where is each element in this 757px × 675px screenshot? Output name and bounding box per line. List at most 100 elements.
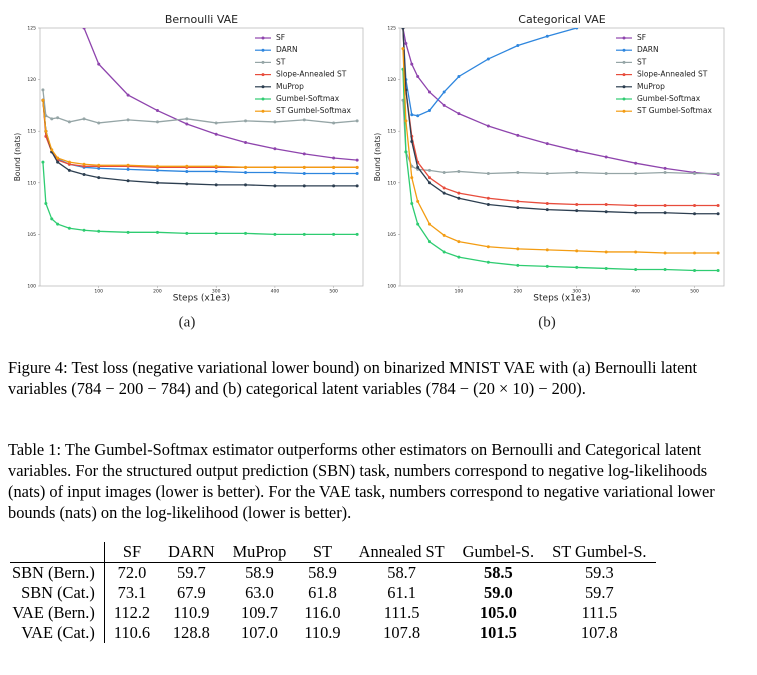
series-marker xyxy=(486,245,490,249)
column-header: Gumbel-S. xyxy=(453,542,544,563)
series-marker xyxy=(634,250,638,254)
y-tick-label: 100 xyxy=(27,284,36,290)
series-marker xyxy=(442,233,446,237)
series-marker xyxy=(442,103,446,107)
series-marker xyxy=(97,121,101,125)
table-cell: 107.8 xyxy=(383,623,421,642)
series-marker xyxy=(404,41,408,45)
series-marker xyxy=(332,121,336,125)
series-marker xyxy=(486,172,490,176)
table-cell: 58.9 xyxy=(308,563,337,582)
series-marker xyxy=(214,231,218,235)
series-marker xyxy=(50,148,54,152)
series-marker xyxy=(97,176,101,180)
series-marker xyxy=(716,172,720,176)
table-cell: 110.9 xyxy=(173,603,210,622)
series-marker xyxy=(155,230,159,234)
column-header: MuProp xyxy=(223,542,296,563)
series-marker xyxy=(332,184,336,188)
series-line xyxy=(42,100,358,168)
series-marker xyxy=(427,168,431,172)
series-marker xyxy=(634,161,638,165)
table-cell: 72.0 xyxy=(117,563,147,582)
series-marker xyxy=(185,117,189,121)
series-marker xyxy=(155,164,159,168)
series-marker xyxy=(693,251,697,255)
series-marker xyxy=(663,267,667,271)
series-marker xyxy=(416,199,420,203)
series-marker xyxy=(97,163,101,167)
legend-label: Slope-Annealed ST xyxy=(637,70,708,79)
x-tick-label: 300 xyxy=(572,289,581,295)
table-row: VAE (Bern.) 112.2 110.9 109.7 116.0 111.5 105.… xyxy=(10,603,656,623)
legend-label: Gumbel-Softmax xyxy=(276,94,340,103)
legend-marker xyxy=(261,97,265,101)
series-line xyxy=(402,69,719,272)
series-marker xyxy=(401,28,405,30)
series-marker xyxy=(126,179,130,183)
table-cell: 58.7 xyxy=(387,563,416,582)
series-marker xyxy=(693,172,697,176)
row-header: SBN (Bern.) xyxy=(10,562,105,583)
table-cell: 58.5 xyxy=(484,563,513,582)
series-marker xyxy=(332,165,336,169)
table-cell: 73.1 xyxy=(117,583,147,602)
series-marker xyxy=(410,62,414,66)
table-cell: 58.9 xyxy=(245,563,274,582)
table-cell: 105.0 xyxy=(479,603,517,622)
table-row: VAE (Cat.) 110.6 128.8 107.0 110.9 107.8 101.5… xyxy=(10,623,656,643)
series-line xyxy=(402,28,719,207)
series-group xyxy=(41,28,359,236)
series-marker xyxy=(332,232,336,236)
series-marker xyxy=(486,202,490,206)
series-marker xyxy=(41,160,45,164)
series-marker xyxy=(634,211,638,215)
column-header: ST Gumbel-S. xyxy=(543,542,656,563)
series-marker xyxy=(442,191,446,195)
series-line xyxy=(42,162,358,236)
chart-title: Categorical VAE xyxy=(518,13,605,26)
legend-label: DARN xyxy=(637,45,659,54)
table-cell: 107.8 xyxy=(580,623,618,642)
x-tick-label: 100 xyxy=(455,289,464,295)
series-marker xyxy=(56,156,60,160)
series-marker xyxy=(44,201,48,205)
table-row: SBN (Bern.) 72.0 59.7 58.9 58.9 58.7 58.5 59.3 xyxy=(10,562,656,583)
series-marker xyxy=(663,251,667,255)
row-header: VAE (Bern.) xyxy=(10,603,105,623)
series-marker xyxy=(273,184,277,188)
series-marker xyxy=(604,202,608,206)
series-marker xyxy=(545,248,549,252)
y-tick-label: 120 xyxy=(387,77,396,83)
series-marker xyxy=(355,232,359,236)
series-marker xyxy=(126,230,130,234)
series-marker xyxy=(575,265,579,269)
x-tick-label: 200 xyxy=(514,289,523,295)
y-axis-label: Bound (nats) xyxy=(13,133,22,182)
series-marker xyxy=(545,142,549,146)
table-cell: 61.1 xyxy=(387,583,416,602)
series-marker xyxy=(273,147,277,151)
row-header: VAE (Cat.) xyxy=(10,623,105,643)
table-cell: 61.8 xyxy=(308,583,337,602)
series-marker xyxy=(575,249,579,253)
series-marker xyxy=(126,93,130,97)
series-marker xyxy=(427,181,431,185)
legend-marker xyxy=(261,36,265,40)
series-marker xyxy=(214,169,218,173)
series-marker xyxy=(663,211,667,215)
legend-label: ST xyxy=(637,57,647,66)
x-tick-label: 300 xyxy=(212,289,221,295)
series-marker xyxy=(575,149,579,153)
series-marker xyxy=(457,191,461,195)
series-marker xyxy=(663,166,667,170)
x-tick-label: 400 xyxy=(271,289,280,295)
series-marker xyxy=(155,181,159,185)
legend-marker xyxy=(261,48,265,52)
column-header: Annealed ST xyxy=(349,542,454,563)
plot-area xyxy=(39,27,364,287)
series-marker xyxy=(457,240,461,244)
series-marker xyxy=(442,186,446,190)
legend-label: MuProp xyxy=(276,82,304,91)
series-marker xyxy=(404,150,408,154)
